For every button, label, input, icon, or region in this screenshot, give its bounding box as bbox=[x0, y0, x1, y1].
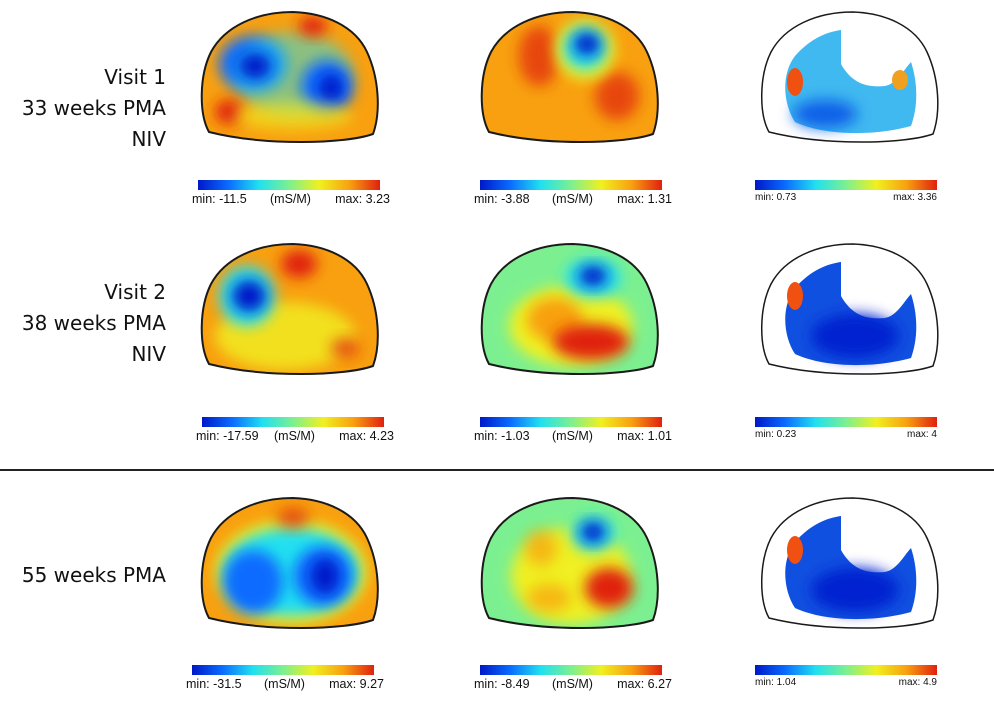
conductivity-region bbox=[581, 522, 605, 542]
row-label-line: Visit 1 bbox=[104, 65, 166, 89]
eit-image-r3-c1 bbox=[195, 490, 385, 640]
row-label-visit-1: Visit 1 33 weeks PMA NIV bbox=[22, 62, 166, 155]
eit-image-r3-c3 bbox=[755, 490, 945, 640]
colorbar-unit-label: (mS/M) bbox=[552, 429, 593, 443]
section-divider bbox=[0, 469, 994, 471]
eit-image-svg bbox=[200, 10, 379, 143]
conductivity-region bbox=[299, 16, 327, 36]
thorax-outline bbox=[761, 497, 939, 629]
conductivity-region bbox=[311, 558, 339, 594]
colorbar-unit-label: (mS/M) bbox=[264, 677, 305, 691]
colorbar-max-label: max: 4 bbox=[906, 429, 937, 440]
eit-image-svg bbox=[200, 496, 379, 629]
high-ventilation-spot bbox=[787, 282, 803, 310]
conductivity-region bbox=[579, 266, 607, 286]
conductivity-region bbox=[585, 568, 633, 608]
colorbar bbox=[192, 665, 374, 675]
colorbar bbox=[755, 417, 937, 427]
thorax-outline bbox=[200, 10, 379, 143]
thorax-outline bbox=[480, 496, 659, 629]
colorbar bbox=[202, 417, 384, 427]
eit-image-r3-c2 bbox=[475, 490, 665, 640]
colorbar-min-label: min: -31.5 bbox=[186, 677, 242, 691]
colorbar bbox=[480, 417, 662, 427]
colorbar-unit-label: (mS/M) bbox=[270, 192, 311, 206]
colorbar-unit-label: (mS/M) bbox=[552, 192, 593, 206]
eit-image-r1-c3 bbox=[755, 4, 945, 154]
colorbar bbox=[755, 665, 937, 675]
thorax-outline bbox=[480, 242, 659, 375]
row-label-line: 55 weeks PMA bbox=[21, 563, 166, 587]
colorbar-min-label: min: -1.03 bbox=[474, 429, 530, 443]
row-label-line: NIV bbox=[131, 127, 166, 151]
eit-image-svg bbox=[761, 11, 939, 143]
conductivity-region bbox=[223, 550, 283, 614]
colorbar-min-label: min: 0.23 bbox=[755, 429, 797, 440]
colorbar-max-label: max: 1.01 bbox=[617, 429, 672, 443]
colorbar-max-label: max: 4.23 bbox=[339, 429, 394, 443]
conductivity-region bbox=[281, 250, 317, 278]
eit-image-svg bbox=[761, 497, 939, 629]
conductivity-region bbox=[527, 584, 571, 612]
conductivity-region bbox=[233, 102, 353, 130]
row-label-line: 33 weeks PMA bbox=[21, 96, 166, 120]
thorax-outline bbox=[480, 10, 659, 143]
high-ventilation-spot bbox=[892, 70, 908, 90]
colorbar bbox=[198, 180, 380, 190]
conductivity-region bbox=[574, 33, 600, 55]
colorbar-min-label: min: -3.88 bbox=[474, 192, 530, 206]
thorax-outline bbox=[761, 11, 939, 143]
conductivity-region bbox=[232, 280, 266, 312]
colorbar-min-label: min: -17.59 bbox=[196, 429, 259, 443]
high-ventilation-spot bbox=[787, 536, 803, 564]
conductivity-region bbox=[239, 53, 271, 79]
row-label-line: NIV bbox=[131, 342, 166, 366]
conductivity-region bbox=[595, 72, 639, 120]
eit-image-r1-c2 bbox=[475, 4, 665, 154]
colorbar-max-label: max: 4.9 bbox=[898, 677, 937, 688]
colorbar-min-label: min: -8.49 bbox=[474, 677, 530, 691]
colorbar-unit-label: (mS/M) bbox=[274, 429, 315, 443]
high-ventilation-spot bbox=[787, 68, 803, 96]
low-ventilation-spot bbox=[793, 100, 857, 128]
colorbar bbox=[480, 665, 662, 675]
conductivity-region bbox=[331, 338, 359, 358]
colorbar bbox=[480, 180, 662, 190]
conductivity-region bbox=[553, 324, 629, 360]
conductivity-region bbox=[319, 74, 343, 102]
row-label-visit-2: Visit 2 38 weeks PMA NIV bbox=[22, 277, 166, 370]
thorax-outline bbox=[200, 496, 379, 629]
eit-image-svg bbox=[480, 10, 659, 143]
colorbar-max-label: max: 3.36 bbox=[893, 192, 937, 203]
row-label-line: Visit 2 bbox=[104, 280, 166, 304]
eit-image-svg bbox=[480, 496, 659, 629]
eit-image-r2-c3 bbox=[755, 236, 945, 386]
conductivity-region bbox=[277, 508, 309, 528]
eit-image-svg bbox=[480, 242, 659, 375]
colorbar-unit-label: (mS/M) bbox=[552, 677, 593, 691]
row-label-55-weeks: 55 weeks PMA bbox=[22, 560, 166, 591]
eit-image-svg bbox=[200, 242, 379, 375]
thorax-outline bbox=[761, 243, 939, 375]
colorbar-max-label: max: 3.23 bbox=[335, 192, 390, 206]
low-ventilation-spot bbox=[811, 568, 899, 612]
conductivity-region bbox=[519, 26, 559, 86]
colorbar-min-label: min: 0.73 bbox=[755, 192, 797, 203]
low-ventilation-spot bbox=[811, 314, 899, 358]
eit-image-r2-c2 bbox=[475, 236, 665, 386]
colorbar-min-label: min: 1.04 bbox=[755, 677, 797, 688]
conductivity-region bbox=[525, 530, 557, 566]
colorbar-max-label: max: 9.27 bbox=[329, 677, 384, 691]
colorbar-min-label: min: -11.5 bbox=[192, 192, 247, 206]
colorbar bbox=[755, 180, 937, 190]
colorbar-max-label: max: 6.27 bbox=[617, 677, 672, 691]
thorax-outline bbox=[200, 242, 379, 375]
eit-image-svg bbox=[761, 243, 939, 375]
colorbar-max-label: max: 1.31 bbox=[617, 192, 672, 206]
eit-image-r2-c1 bbox=[195, 236, 385, 386]
row-label-line: 38 weeks PMA bbox=[21, 311, 166, 335]
eit-image-r1-c1 bbox=[195, 4, 385, 154]
